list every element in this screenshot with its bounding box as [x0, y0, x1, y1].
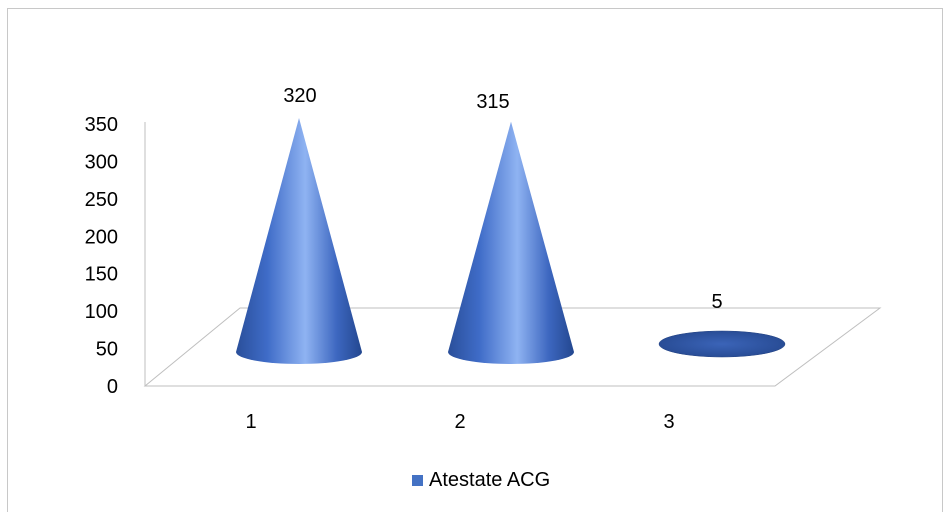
y-tick-label: 350 [85, 114, 118, 136]
y-axis-ticks: 0 50 100 150 200 250 300 350 [85, 114, 118, 398]
data-labels: 320 315 5 [283, 85, 722, 313]
cone-body [448, 121, 574, 364]
data-label: 315 [476, 91, 509, 113]
y-tick-label: 250 [85, 189, 118, 211]
x-axis-ticks: 1 2 3 [245, 411, 674, 433]
cone-bar [236, 117, 362, 364]
cone-series [236, 117, 786, 364]
cone-base [658, 330, 786, 358]
y-tick-label: 150 [85, 264, 118, 286]
legend-swatch [412, 475, 423, 486]
y-tick-label: 0 [107, 376, 118, 398]
data-label: 5 [711, 291, 722, 313]
cone-body [236, 117, 362, 364]
y-tick-label: 200 [85, 226, 118, 248]
legend: Atestate ACG [412, 469, 550, 491]
chart-frame [7, 8, 943, 512]
y-tick-label: 300 [85, 151, 118, 173]
x-tick-label: 2 [454, 411, 465, 433]
x-tick-label: 3 [663, 411, 674, 433]
cone-bar [448, 121, 574, 364]
chart-floor [143, 307, 882, 387]
legend-label: Atestate ACG [429, 469, 550, 491]
cone-bar [658, 330, 786, 358]
y-tick-label: 100 [85, 301, 118, 323]
x-tick-label: 1 [245, 411, 256, 433]
y-tick-label: 50 [96, 339, 118, 361]
data-label: 320 [283, 85, 316, 107]
